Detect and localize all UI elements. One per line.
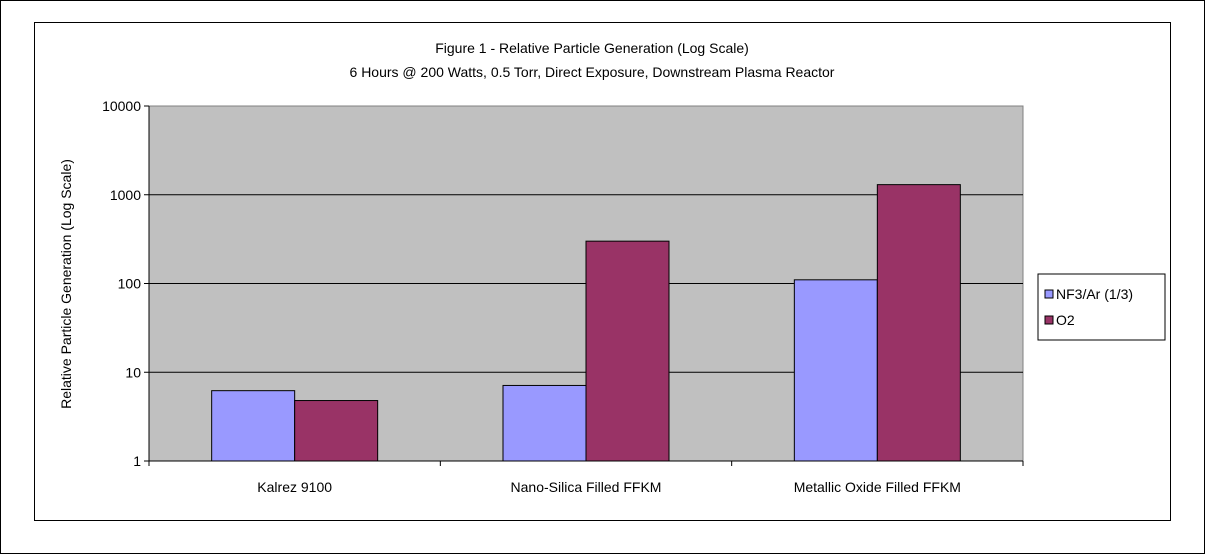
bar-o2 — [876, 184, 961, 462]
bar-o2 — [585, 240, 670, 462]
x-tick-label: Nano-Silica Filled FFKM — [511, 479, 662, 495]
y-tick-label: 100 — [118, 276, 142, 292]
legend-swatch-o2 — [1044, 315, 1054, 325]
bars — [211, 184, 961, 462]
y-tick-label: 1 — [133, 453, 141, 469]
chart-subtitle: 6 Hours @ 200 Watts, 0.5 Torr, Direct Ex… — [350, 64, 835, 80]
legend-label-o2: O2 — [1056, 312, 1075, 328]
legend-label-nf3-ar: NF3/Ar (1/3) — [1056, 286, 1133, 302]
bar-nf3-ar — [793, 279, 878, 462]
y-tick-label: 1000 — [110, 187, 141, 203]
chart-title: Figure 1 - Relative Particle Generation … — [435, 40, 749, 56]
x-tick-label: Metallic Oxide Filled FFKM — [794, 479, 961, 495]
y-tick-label: 10000 — [102, 98, 141, 114]
bar-nf3-ar — [502, 384, 587, 462]
x-tick-labels: Kalrez 9100 Nano-Silica Filled FFKM Metall… — [257, 479, 961, 495]
y-tick-label: 10 — [125, 364, 141, 380]
legend-box — [1037, 273, 1166, 341]
y-axis-label: Relative Particle Generation (Log Scale) — [58, 159, 74, 409]
legend-swatch-nf3-ar — [1044, 289, 1054, 299]
legend: NF3/Ar (1/3) O2 — [1037, 273, 1166, 341]
bar-nf3-ar — [211, 390, 296, 462]
axes — [144, 105, 1024, 466]
y-tick-labels: 1 10 100 1000 10000 — [102, 98, 141, 469]
bar-o2 — [294, 400, 379, 462]
x-tick-label: Kalrez 9100 — [257, 479, 332, 495]
